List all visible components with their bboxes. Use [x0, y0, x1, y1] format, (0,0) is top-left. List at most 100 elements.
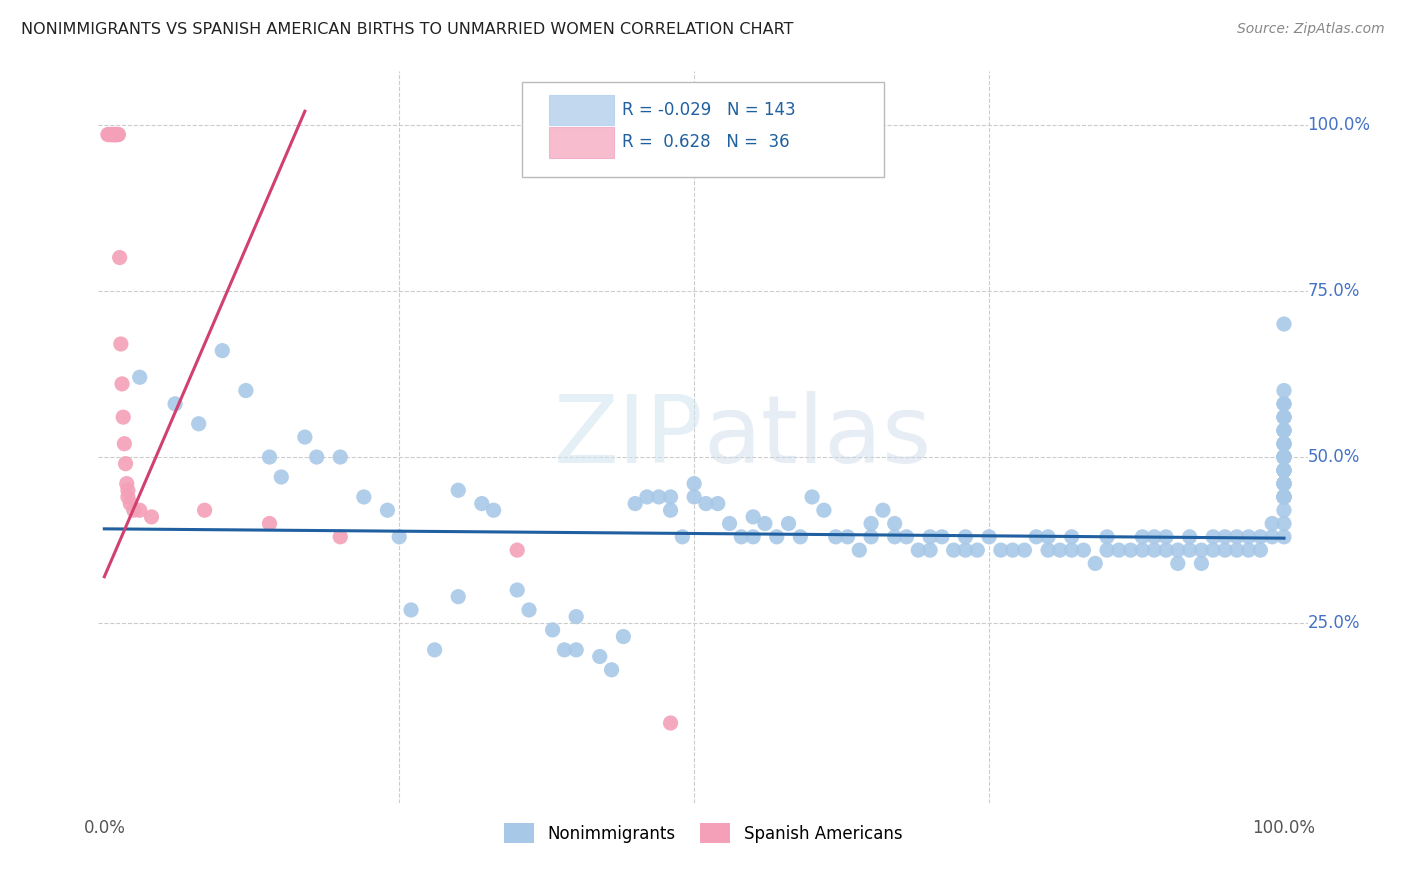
Point	[128, 370, 150, 384]
Point	[801, 490, 824, 504]
Point	[423, 643, 446, 657]
Point	[1202, 543, 1225, 558]
Point	[1237, 543, 1260, 558]
Point	[1272, 424, 1295, 438]
Point	[259, 450, 281, 464]
Point	[1154, 530, 1177, 544]
Point	[447, 483, 470, 498]
Text: Source: ZipAtlas.com: Source: ZipAtlas.com	[1237, 22, 1385, 37]
Point	[742, 530, 765, 544]
Point	[112, 410, 135, 425]
Point	[104, 128, 127, 142]
Point	[920, 543, 942, 558]
Point	[955, 530, 977, 544]
Point	[1272, 463, 1295, 477]
Point	[1272, 530, 1295, 544]
Point	[1272, 476, 1295, 491]
Point	[671, 530, 693, 544]
Point	[659, 490, 682, 504]
Point	[860, 530, 883, 544]
Point	[98, 128, 121, 142]
Point	[115, 476, 138, 491]
Point	[1189, 543, 1212, 558]
Point	[624, 497, 647, 511]
Point	[1213, 543, 1236, 558]
Point	[1060, 543, 1083, 558]
Point	[482, 503, 505, 517]
Text: R = -0.029   N = 143: R = -0.029 N = 143	[621, 101, 796, 120]
Point	[1202, 530, 1225, 544]
Point	[1025, 530, 1047, 544]
Point	[1095, 530, 1118, 544]
Point	[377, 503, 399, 517]
Point	[122, 503, 145, 517]
Point	[872, 503, 894, 517]
Point	[353, 490, 375, 504]
Point	[107, 128, 129, 142]
Point	[1049, 543, 1071, 558]
Point	[1272, 384, 1295, 398]
Point	[1178, 543, 1201, 558]
Point	[1249, 530, 1271, 544]
Point	[1060, 530, 1083, 544]
Point	[101, 128, 124, 142]
Point	[955, 543, 977, 558]
Point	[100, 128, 122, 142]
Point	[447, 590, 470, 604]
Point	[1272, 490, 1295, 504]
Point	[1073, 543, 1095, 558]
Point	[1272, 450, 1295, 464]
Point	[1143, 530, 1166, 544]
Point	[1226, 530, 1249, 544]
Point	[718, 516, 741, 531]
Point	[270, 470, 292, 484]
Point	[1189, 557, 1212, 571]
Point	[1272, 436, 1295, 450]
Point	[100, 128, 122, 142]
Point	[541, 623, 564, 637]
Point	[907, 543, 929, 558]
Point	[1272, 450, 1295, 464]
Point	[553, 643, 575, 657]
Point	[399, 603, 422, 617]
Point	[329, 530, 352, 544]
Point	[517, 603, 540, 617]
Point	[695, 497, 717, 511]
Point	[1272, 424, 1295, 438]
Text: 75.0%: 75.0%	[1308, 282, 1360, 300]
Point	[194, 503, 217, 517]
Point	[1272, 424, 1295, 438]
Point	[1272, 476, 1295, 491]
Point	[778, 516, 800, 531]
Point	[754, 516, 776, 531]
Point	[848, 543, 870, 558]
Point	[506, 582, 529, 597]
Text: R =  0.628   N =  36: R = 0.628 N = 36	[621, 133, 790, 152]
Point	[824, 530, 846, 544]
Point	[1272, 410, 1295, 425]
Point	[1108, 543, 1130, 558]
Text: atlas: atlas	[703, 391, 931, 483]
Point	[103, 128, 125, 142]
Point	[1272, 463, 1295, 477]
Point	[117, 483, 139, 498]
Point	[1272, 463, 1295, 477]
Point	[1119, 543, 1142, 558]
Point	[1272, 436, 1295, 450]
Point	[101, 128, 124, 142]
Point	[1272, 490, 1295, 504]
Point	[1036, 530, 1059, 544]
Point	[765, 530, 787, 544]
Point	[117, 490, 139, 504]
Point	[141, 509, 163, 524]
Text: ZIP: ZIP	[554, 391, 703, 483]
Point	[659, 503, 682, 517]
Point	[1272, 463, 1295, 477]
Point	[1272, 490, 1295, 504]
Point	[813, 503, 835, 517]
Point	[977, 530, 1000, 544]
Point	[1272, 410, 1295, 425]
Point	[1272, 450, 1295, 464]
Point	[920, 530, 942, 544]
Point	[105, 128, 128, 142]
